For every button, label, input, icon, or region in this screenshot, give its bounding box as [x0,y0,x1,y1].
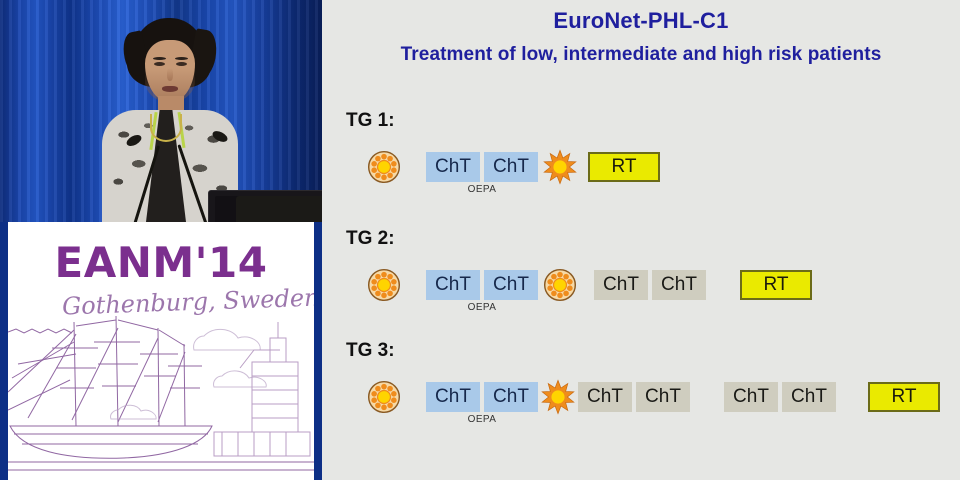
oepa-regimen-label: OEPA [467,414,497,425]
radiotherapy-box: RT [868,382,940,412]
cht-cycle-box-beige: ChT [724,382,778,412]
speaker-eyebrow-left [153,57,166,60]
pet-scan-sun-icon [366,267,401,308]
cht-cycle-box-blue: ChT [484,270,538,300]
cht-cycle-box-blue: ChT [426,270,480,300]
radiotherapy-box: RT [588,152,660,182]
speaker-figure [88,18,322,222]
tall-ship-harbour-illustration [8,314,314,480]
cht-cycle-box-beige: ChT [636,382,690,412]
oepa-regimen-label: OEPA [467,184,497,195]
pet-scan-sun-icon [366,149,401,190]
treatment-group-label: TG 2: [346,228,395,249]
cht-cycle-box-beige: ChT [594,270,648,300]
presentation-slide: EuroNet-PHL-C1 Treatment of low, interme… [322,0,960,480]
cht-cycle-box-beige: ChT [782,382,836,412]
harbour-line-art-svg [8,315,314,471]
speaker-photo [0,0,322,222]
speaker-eyebrow-right [175,57,188,60]
treatment-group-label: TG 1: [346,110,395,131]
pet-scan-sun-icon [366,379,401,420]
treatment-group-label: TG 3: [346,340,395,361]
speaker-eye-left [154,62,165,66]
speaker-mouth [162,86,178,92]
lectern [236,196,322,222]
cht-cycle-box-beige: ChT [578,382,632,412]
slide-subtitle: Treatment of low, intermediate and high … [400,44,882,65]
video-pane: EANM'14 Gothenburg, Sweden [0,0,322,480]
treatment-timeline: ChT ChT ChT ChT ChT ChT RT OEPA [322,379,960,428]
eanm-congress-logo-card: EANM'14 Gothenburg, Sweden [8,222,314,480]
treatment-timeline: ChT ChT ChT ChT RT OEPA [322,267,960,316]
oepa-regimen-label: OEPA [467,302,497,313]
slide-title: EuroNet-PHL-C1 [553,8,729,33]
radiotherapy-box: RT [740,270,812,300]
sunburst-icon [542,149,577,190]
cht-cycle-box-blue: ChT [426,382,480,412]
sunburst-icon [540,379,575,420]
speaker-nose [167,68,173,81]
pet-scan-sun-icon [542,267,577,308]
cht-cycle-box-blue: ChT [426,152,480,182]
cht-cycle-box-blue: ChT [484,152,538,182]
cht-cycle-box-blue: ChT [484,382,538,412]
eanm-brand-title: EANM'14 [54,238,268,287]
treatment-timeline: ChT ChT RT OEPA [322,149,960,198]
speaker-necklace [150,114,182,142]
cht-cycle-box-beige: ChT [652,270,706,300]
speaker-eye-right [176,62,187,66]
